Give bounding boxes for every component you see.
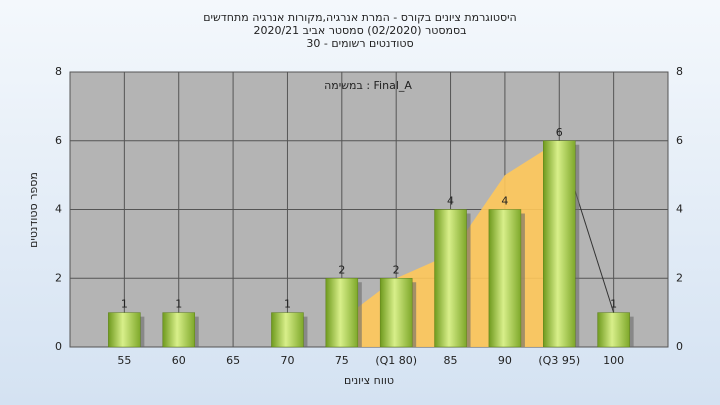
y-tick-label: 4 — [55, 203, 62, 216]
y2-tick-label: 8 — [676, 65, 683, 78]
bar — [434, 209, 467, 348]
value-label: 1 — [175, 298, 182, 311]
chart-subtitle: בסמסטר (02/2020) סמסטר אביב 2020/21 — [253, 24, 466, 37]
value-label: 1 — [610, 298, 617, 311]
bar — [379, 278, 413, 348]
bar — [543, 140, 576, 348]
annotation: במשימה : Final_A — [324, 79, 412, 92]
value-label: 6 — [556, 126, 563, 139]
y-axis-label: מספר סטודנטים — [27, 172, 40, 248]
y2-tick-label: 6 — [676, 134, 683, 147]
y-tick-label: 6 — [55, 134, 62, 147]
y-tick-label: 8 — [55, 65, 62, 78]
bar — [108, 312, 141, 348]
value-label: 1 — [284, 298, 291, 311]
bar — [325, 278, 359, 348]
x-tick-label: (Q1 80) — [375, 354, 417, 367]
y-tick-label: 2 — [55, 271, 62, 284]
x-tick-label: 65 — [226, 354, 240, 367]
value-label: 4 — [447, 195, 454, 208]
value-label: 2 — [338, 263, 345, 276]
x-axis-label: טווח ציונים — [344, 374, 394, 387]
x-tick-label: 100 — [603, 354, 624, 367]
y2-tick-label: 0 — [676, 340, 683, 353]
bar — [162, 312, 195, 348]
x-tick-label: 75 — [335, 354, 349, 367]
y-tick-label: 0 — [55, 340, 62, 353]
x-tick-label: 55 — [117, 354, 131, 367]
chart-subtitle: סטודנטים רשומים - 30 — [306, 37, 413, 50]
value-label: 2 — [393, 263, 400, 276]
y2-tick-label: 4 — [676, 203, 683, 216]
y2-tick-label: 2 — [676, 271, 683, 284]
chart-title: היסטוגרמת ציונים בקורס - המרת אנרגיה,מקו… — [203, 11, 517, 24]
value-label: 4 — [501, 195, 508, 208]
x-tick-label: 90 — [498, 354, 512, 367]
value-label: 1 — [121, 298, 128, 311]
x-tick-label: 85 — [444, 354, 458, 367]
x-tick-label: 70 — [280, 354, 294, 367]
x-tick-label: (Q3 95) — [538, 354, 580, 367]
bar — [488, 209, 522, 348]
bar — [597, 312, 630, 348]
x-tick-label: 60 — [172, 354, 186, 367]
bar — [271, 312, 304, 348]
